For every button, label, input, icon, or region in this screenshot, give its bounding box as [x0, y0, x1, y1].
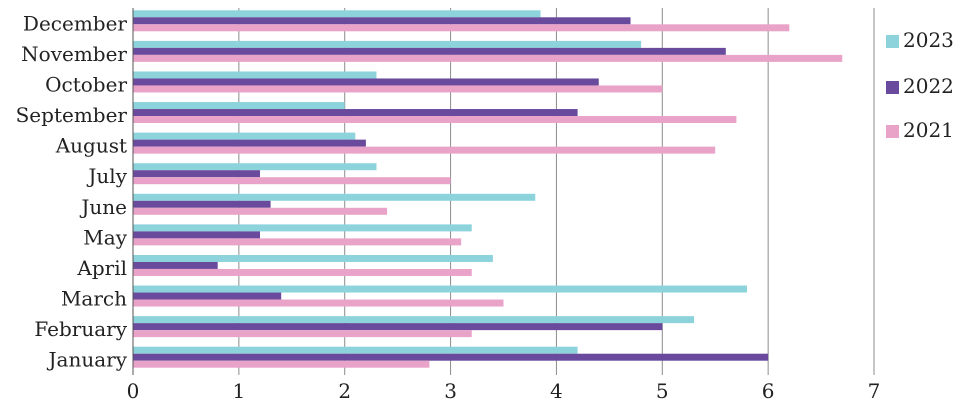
category-label-december: December	[23, 11, 128, 35]
bar-may-2023	[133, 224, 472, 232]
legend-label-2021: 2021	[903, 118, 954, 142]
bar-april-2022	[133, 261, 218, 269]
category-label-may: May	[83, 225, 127, 249]
x-tick-label-1: 1	[232, 379, 245, 401]
x-tick-label-2: 2	[338, 379, 351, 401]
bar-january-2022	[133, 353, 769, 361]
bar-december-2022	[133, 17, 631, 25]
bar-april-2023	[133, 254, 493, 262]
bar-may-2021	[133, 238, 462, 246]
bar-june-2022	[133, 200, 271, 208]
bar-may-2022	[133, 231, 261, 239]
bar-january-2023	[133, 346, 578, 354]
bar-october-2023	[133, 71, 377, 79]
bar-june-2021	[133, 207, 388, 215]
category-label-september: September	[16, 103, 128, 127]
category-label-july: July	[86, 164, 127, 188]
bar-september-2022	[133, 109, 578, 117]
bar-october-2022	[133, 78, 599, 86]
bar-july-2022	[133, 170, 261, 178]
bar-november-2021	[133, 54, 843, 62]
x-tick-label-4: 4	[550, 379, 563, 401]
bar-july-2021	[133, 177, 451, 185]
bar-february-2022	[133, 323, 663, 331]
bar-july-2023	[133, 163, 377, 171]
bar-march-2021	[133, 299, 504, 307]
x-tick-label-6: 6	[762, 379, 775, 401]
legend-swatch-2021	[886, 125, 899, 138]
bar-june-2023	[133, 193, 536, 201]
x-tick-label-0: 0	[127, 379, 140, 401]
bar-november-2023	[133, 40, 642, 48]
category-label-february: February	[34, 317, 127, 341]
bar-march-2023	[133, 285, 747, 293]
x-tick-label-3: 3	[444, 379, 457, 401]
bar-april-2021	[133, 268, 472, 276]
legend-swatch-2023	[886, 35, 899, 48]
category-label-november: November	[21, 42, 127, 66]
category-label-august: August	[55, 134, 127, 158]
legend-label-2022: 2022	[903, 74, 954, 98]
x-tick-label-7: 7	[868, 379, 881, 401]
category-label-april: April	[76, 256, 127, 280]
bar-september-2023	[133, 102, 345, 110]
legend-label-2023: 2023	[903, 28, 954, 52]
bar-november-2022	[133, 47, 726, 55]
category-label-march: March	[61, 287, 127, 311]
bar-march-2022	[133, 292, 282, 300]
bar-august-2023	[133, 132, 356, 140]
bar-december-2021	[133, 24, 790, 32]
bar-january-2021	[133, 360, 430, 368]
bar-october-2021	[133, 85, 663, 93]
bar-september-2021	[133, 116, 737, 124]
bar-august-2022	[133, 139, 366, 147]
category-label-january: January	[47, 348, 128, 372]
legend-swatch-2022	[886, 81, 899, 94]
bar-february-2021	[133, 330, 472, 338]
category-label-october: October	[45, 72, 127, 96]
category-label-june: June	[79, 195, 127, 219]
x-tick-label-5: 5	[656, 379, 669, 401]
bar-december-2023	[133, 10, 541, 18]
bar-february-2023	[133, 316, 695, 324]
bar-august-2021	[133, 146, 716, 154]
